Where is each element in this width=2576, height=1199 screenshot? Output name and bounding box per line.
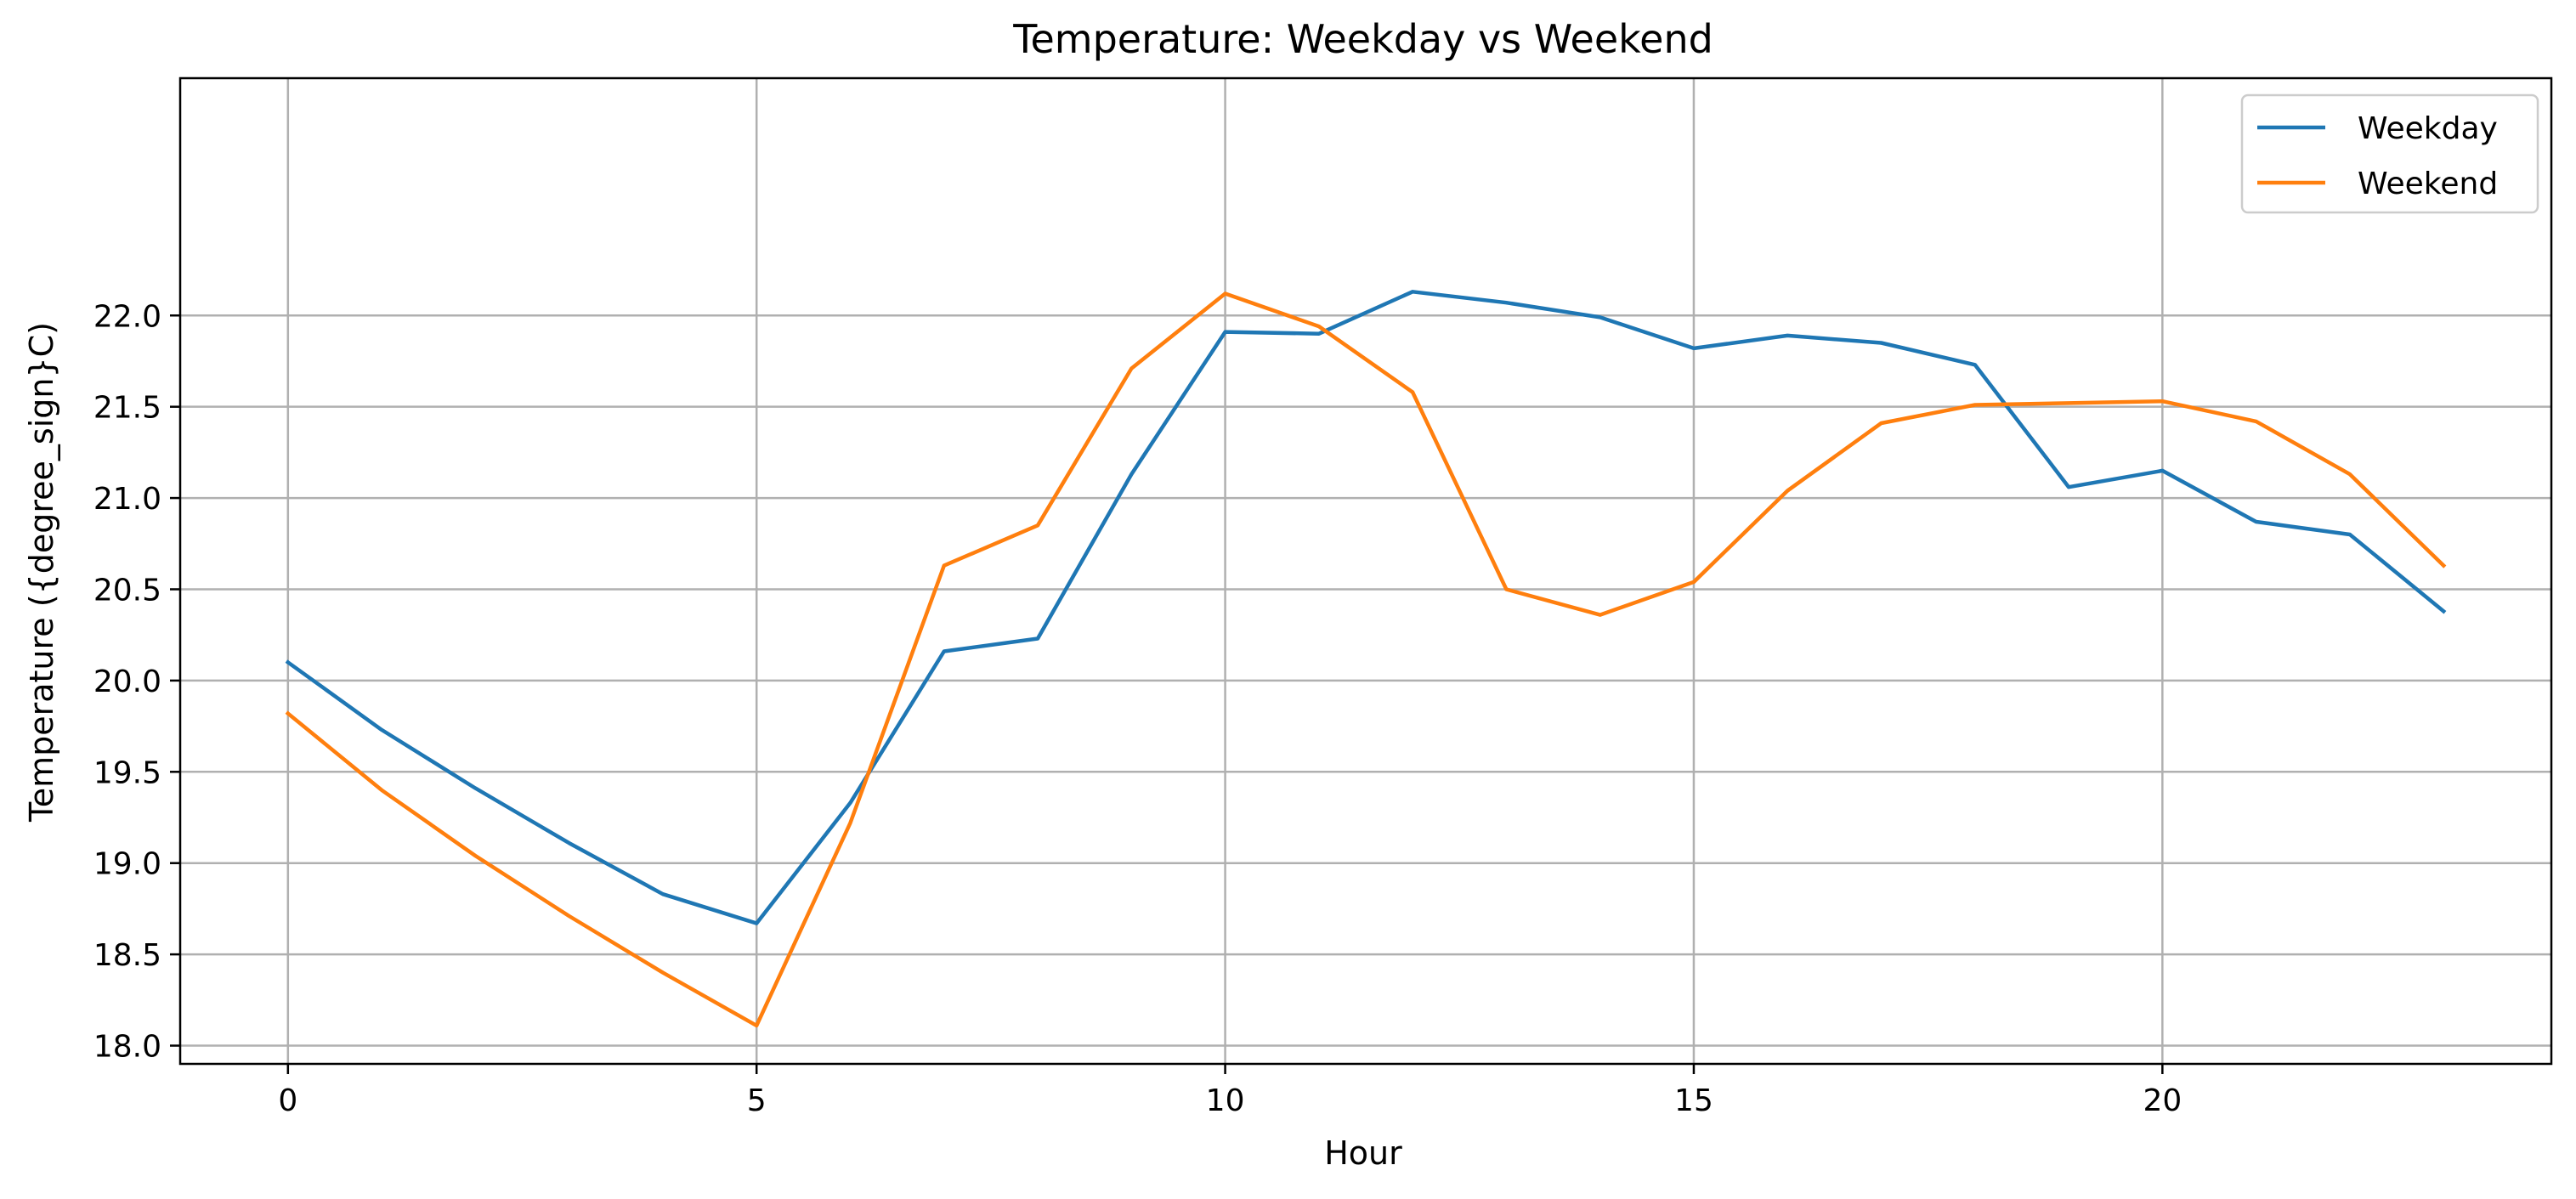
x-axis-label: Hour — [1324, 1134, 1402, 1172]
y-axis-label: Temperature ({degree_sign}C) — [23, 322, 60, 823]
y-tick-label: 19.5 — [93, 755, 161, 790]
y-tick-label: 22.0 — [93, 299, 161, 334]
y-tick-label: 19.0 — [93, 847, 161, 882]
y-axis-ticks: 18.0 18.5 19.0 19.5 20.0 20.5 21.0 21.5 22.0 — [93, 299, 180, 1065]
legend-label-weekend: Weekend — [2358, 167, 2498, 201]
chart-title: Temperature: Weekday vs Weekend — [1012, 16, 1713, 62]
plot-frame — [178, 76, 2553, 1066]
y-tick-label: 20.5 — [93, 573, 161, 608]
x-tick-label: 5 — [747, 1083, 767, 1118]
x-tick-label: 15 — [1674, 1083, 1713, 1118]
legend: Weekday Weekend — [2240, 93, 2539, 214]
x-tick-label: 0 — [278, 1083, 297, 1118]
y-tick-label: 18.0 — [93, 1030, 161, 1065]
x-tick-label: 10 — [1206, 1083, 1245, 1118]
y-tick-label: 21.0 — [93, 482, 161, 517]
y-tick-label: 20.0 — [93, 665, 161, 699]
legend-label-weekday: Weekday — [2358, 111, 2498, 146]
x-tick-label: 20 — [2143, 1083, 2182, 1118]
series-line-weekday — [285, 290, 2447, 925]
y-tick-label: 21.5 — [93, 391, 161, 426]
x-axis-ticks: 0 5 10 15 20 — [278, 1064, 2182, 1118]
gridlines — [180, 78, 2551, 1064]
series-lines — [285, 290, 2447, 1028]
series-line-weekend — [285, 291, 2447, 1028]
y-tick-label: 18.5 — [93, 938, 161, 973]
